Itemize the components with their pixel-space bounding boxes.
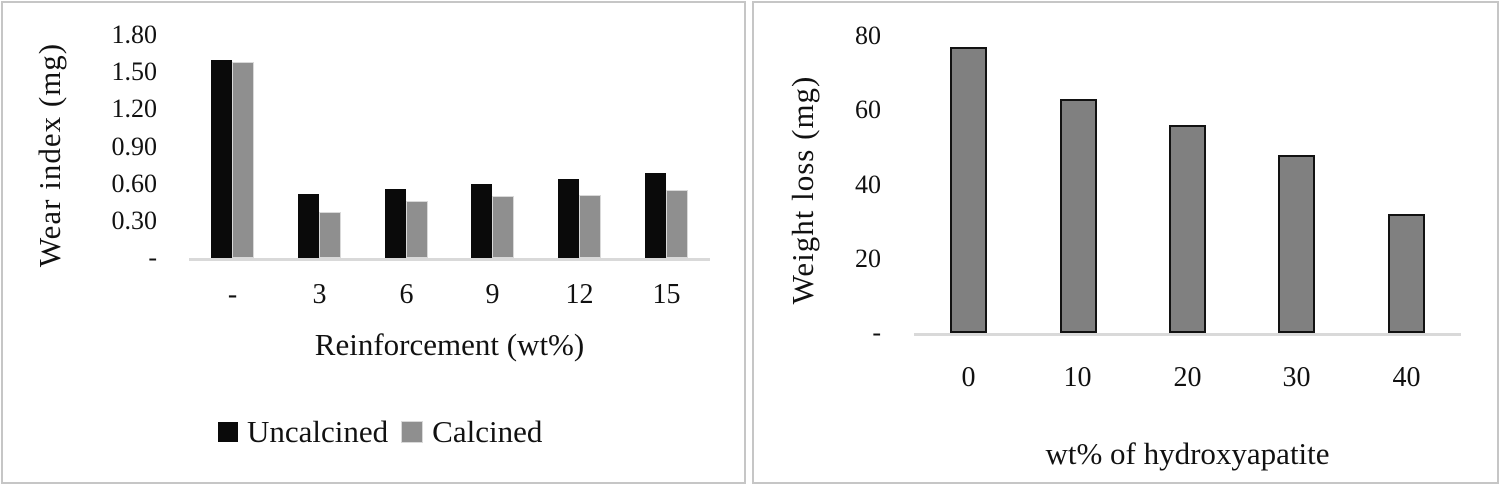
y-tick-label: 40: [855, 169, 881, 199]
bar-calcined--: [232, 62, 254, 258]
y-tick-label: 0.30: [111, 205, 158, 235]
legend-label-calcined: Calcined: [432, 414, 543, 449]
wear-index-chart: Wear index (mg) 1.80 1.50 1.20 0.90 0.60 0.30…: [1, 1, 746, 484]
x-tick-label: 40: [1392, 362, 1421, 393]
bar-calcined-15: [666, 190, 688, 258]
legend-item-uncalcined: Uncalcined: [218, 415, 388, 449]
bar-uncalcined-9: [471, 184, 492, 258]
y-tick-label: 0.60: [111, 168, 158, 198]
y-tick-label: 1.20: [111, 94, 158, 124]
bar-calcined-9: [492, 196, 514, 258]
y-tick-label: -: [872, 318, 881, 347]
y-tick-label: 1.80: [111, 20, 158, 49]
x-tick-label: 6: [399, 279, 414, 310]
weight-loss-chart: Weight loss (mg) 80 60 40 20- 0 10 20 30 40 wt%…: [752, 1, 1499, 484]
x-axis-title: Reinforcement (wt%): [314, 327, 585, 362]
x-tick-label: 20: [1173, 362, 1202, 393]
y-tick-label: 60: [855, 95, 881, 125]
bar-weight-loss-30: [1278, 155, 1315, 333]
legend-swatch-gray-icon: [401, 421, 424, 443]
x-tick-label: 30: [1282, 362, 1311, 393]
legend-label-uncalcined: Uncalcined: [247, 414, 389, 449]
y-tick-label: 1.50: [111, 57, 158, 87]
y-tick-label: 80: [855, 21, 881, 50]
bar-calcined-3: [319, 212, 341, 258]
legend-item-calcined: Calcined: [401, 415, 542, 449]
x-axis-line: [914, 333, 1461, 336]
x-tick-label: 10: [1063, 362, 1092, 393]
x-tick-label: 9: [485, 279, 500, 310]
x-tick-label: 3: [312, 279, 327, 310]
y-tick-label: 0.90: [111, 131, 158, 161]
x-tick-label: 12: [565, 279, 594, 310]
bar-uncalcined-6: [385, 189, 406, 258]
x-tick-label: 15: [652, 279, 681, 310]
x-axis-title: wt% of hydroxyapatite: [1045, 436, 1330, 471]
bar-weight-loss-10: [1060, 99, 1097, 333]
bar-calcined-6: [406, 201, 428, 258]
bar-weight-loss-40: [1388, 214, 1425, 333]
bar-calcined-12: [579, 195, 601, 258]
bar-weight-loss-0: [950, 47, 987, 333]
x-tick-label: 0: [961, 362, 976, 393]
y-tick-label: 20: [855, 243, 881, 273]
bar-uncalcined-15: [645, 173, 666, 258]
bar-uncalcined--: [211, 60, 232, 258]
x-tick-label: -: [227, 279, 238, 310]
legend-swatch-black-icon: [218, 422, 238, 442]
y-tick-label: -: [148, 243, 157, 272]
y-axis-title: Wear index (mg): [32, 42, 67, 268]
bar-uncalcined-3: [298, 194, 319, 258]
x-axis-line: [189, 258, 710, 261]
bar-weight-loss-20: [1169, 125, 1206, 333]
bar-uncalcined-12: [558, 179, 579, 258]
legend: Uncalcined Calcined: [218, 415, 542, 449]
